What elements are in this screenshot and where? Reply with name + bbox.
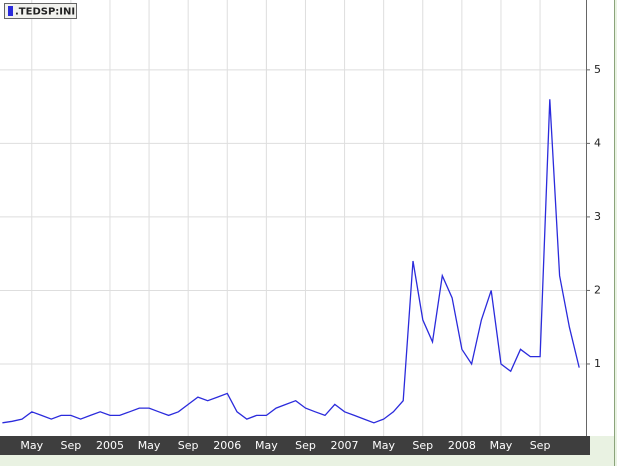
x-tick-label: May — [138, 439, 161, 452]
x-tick-label: 2008 — [448, 439, 476, 452]
x-tick-label: 2006 — [213, 439, 241, 452]
x-tick-label: May — [490, 439, 513, 452]
x-tick-label: May — [372, 439, 395, 452]
data-line — [2, 99, 580, 424]
x-tick-label: May — [255, 439, 278, 452]
y-tick-label: 2 — [594, 283, 601, 296]
y-tick-label: 5 — [594, 63, 601, 76]
legend: .TEDSP:INI — [4, 3, 77, 19]
x-tick-label: Sep — [61, 439, 82, 452]
legend-label: .TEDSP:INI — [15, 7, 75, 18]
x-tick-label: Sep — [530, 439, 551, 452]
x-tick-label: Sep — [178, 439, 199, 452]
y-tick-label: 1 — [594, 357, 601, 370]
y-tick-label: 3 — [594, 210, 601, 223]
x-tick-label: Sep — [295, 439, 316, 452]
x-tick-label: Sep — [412, 439, 433, 452]
plot-area — [0, 0, 586, 436]
x-tick-label: 2005 — [96, 439, 124, 452]
legend-box — [4, 3, 77, 19]
x-tick-label: May — [20, 439, 43, 452]
x-tick-label: 2007 — [331, 439, 359, 452]
y-tick-label: 4 — [594, 136, 601, 149]
axis-area — [587, 0, 614, 436]
x-axis-band — [0, 436, 590, 455]
legend-swatch — [8, 6, 13, 16]
